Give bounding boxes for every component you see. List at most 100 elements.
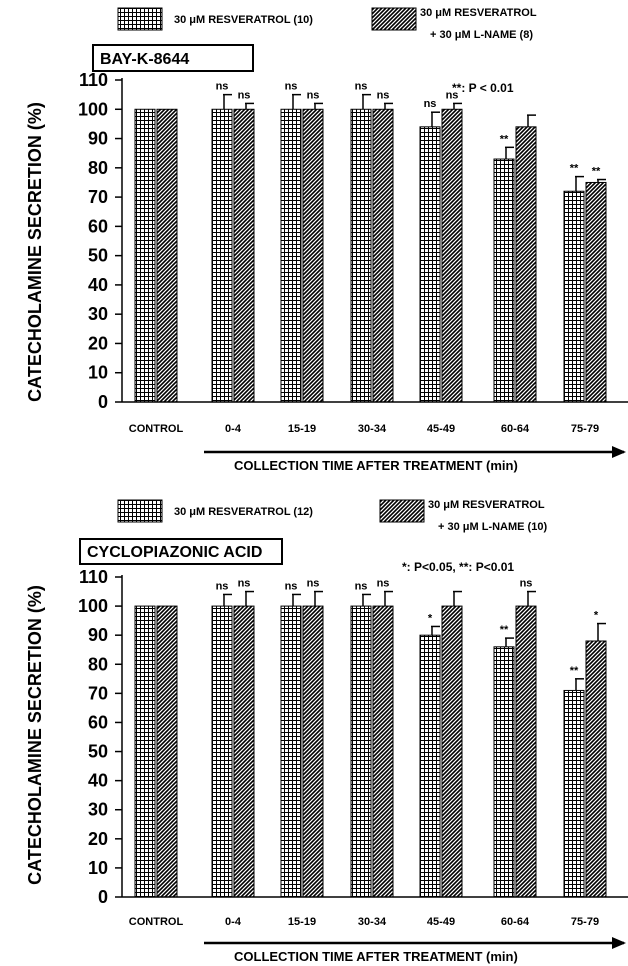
y-tick-label: 0	[98, 392, 108, 412]
significance-mark: **	[592, 166, 601, 178]
significance-mark: ns	[424, 98, 437, 110]
y-tick-label: 10	[88, 858, 108, 878]
significance-mark: ns	[355, 81, 368, 93]
significance-mark: ns	[285, 580, 298, 592]
x-tick-label: 30-34	[358, 916, 387, 928]
y-tick-label: 10	[88, 363, 108, 383]
bar-s1-5	[493, 158, 515, 403]
y-tick-label: 60	[88, 712, 108, 732]
y-tick-label: 30	[88, 800, 108, 820]
y-tick-label: 110	[79, 70, 108, 90]
significance-mark: *	[594, 610, 599, 622]
bar-s2-0	[156, 605, 178, 898]
panel-title-box	[92, 44, 254, 72]
bar-s1-4	[419, 634, 441, 898]
legend-swatch-1	[117, 7, 163, 31]
chart-panel-2: 30 μM RESVERATROL (12) 30 μM RESVERATROL +…	[25, 499, 628, 964]
bar-s2-1	[233, 108, 255, 403]
significance-mark: ns	[355, 580, 368, 592]
y-tick-label: 100	[78, 99, 108, 119]
chart-panel-1: 30 μM RESVERATROL (10) 30 μM RESVERATROL +…	[25, 7, 628, 473]
legend-label-1: 30 μM RESVERATROL (12)	[174, 506, 313, 518]
bar-s1-0	[134, 108, 156, 403]
legend-swatch-1	[117, 499, 163, 523]
legend-label-2: 30 μM RESVERATROL	[420, 7, 537, 19]
y-tick-label: 40	[88, 771, 108, 791]
y-tick-label: 70	[88, 187, 108, 207]
bar-s1-2	[280, 605, 302, 898]
legend-swatch-2	[379, 499, 425, 523]
x-axis-label: COLLECTION TIME AFTER TREATMENT (min)	[234, 458, 518, 473]
bar-s2-2	[302, 108, 324, 403]
bar-s1-1	[211, 108, 233, 403]
bar-s1-6	[563, 689, 585, 898]
legend-label-1: 30 μM RESVERATROL (10)	[174, 14, 313, 26]
y-tick-label: 90	[88, 129, 108, 149]
significance-mark: **	[500, 133, 509, 145]
x-tick-label: 60-64	[501, 423, 530, 435]
significance-mark: ns	[307, 89, 320, 101]
bar-s2-4	[441, 108, 463, 403]
x-tick-label: CONTROL	[129, 916, 184, 928]
panel-title: CYCLOPIAZONIC ACID	[87, 544, 262, 561]
bar-s1-0	[134, 605, 156, 898]
significance-mark: ns	[238, 578, 251, 590]
x-tick-label: 75-79	[571, 916, 599, 928]
legend-label-2: 30 μM RESVERATROL	[428, 499, 545, 511]
significance-note: *: P<0.05, **: P<0.01	[402, 560, 514, 574]
significance-mark: ns	[216, 580, 229, 592]
panel-title: BAY-K-8644	[100, 51, 189, 68]
y-axis-label: CATECHOLAMINE SECRETION (%)	[25, 102, 45, 402]
significance-mark: **	[570, 665, 579, 677]
panel-title-box	[79, 538, 283, 565]
y-axis-label: CATECHOLAMINE SECRETION (%)	[25, 585, 45, 885]
x-tick-label: 30-34	[358, 423, 387, 435]
significance-mark: ns	[307, 578, 320, 590]
bar-s2-3	[372, 605, 394, 898]
y-tick-label: 20	[88, 829, 108, 849]
x-tick-label: 0-4	[225, 423, 242, 435]
x-tick-label: CONTROL	[129, 423, 184, 435]
y-tick-label: 20	[88, 333, 108, 353]
legend-label-2: + 30 μM L-NAME (10)	[438, 521, 547, 533]
y-tick-label: 50	[88, 742, 108, 762]
significance-note: **: P < 0.01	[452, 81, 514, 95]
y-tick-label: 60	[88, 216, 108, 236]
y-tick-label: 0	[98, 887, 108, 907]
y-tick-label: 80	[88, 158, 108, 178]
significance-mark: ns	[377, 89, 390, 101]
bar-s2-6	[585, 181, 607, 403]
bar-s1-3	[350, 605, 372, 898]
x-tick-label: 15-19	[288, 423, 316, 435]
x-tick-label: 75-79	[571, 423, 599, 435]
significance-mark: ns	[377, 578, 390, 590]
y-tick-label: 90	[88, 625, 108, 645]
bar-s2-3	[372, 108, 394, 403]
bar-s1-5	[493, 646, 515, 898]
x-tick-label: 15-19	[288, 916, 316, 928]
significance-mark: ns	[238, 89, 251, 101]
bar-s1-4	[419, 126, 441, 403]
y-tick-label: 70	[88, 683, 108, 703]
y-tick-label: 50	[88, 246, 108, 266]
significance-mark: ns	[520, 578, 533, 590]
bar-s1-2	[280, 108, 302, 403]
bar-s2-5	[515, 605, 537, 898]
significance-mark: *	[428, 612, 433, 624]
y-tick-label: 80	[88, 654, 108, 674]
legend-swatch-2	[371, 7, 417, 31]
x-tick-label: 0-4	[225, 916, 242, 928]
bar-s1-1	[211, 605, 233, 898]
y-tick-label: 110	[79, 567, 108, 587]
bar-s1-3	[350, 108, 372, 403]
x-tick-label: 45-49	[427, 423, 455, 435]
bar-s2-6	[585, 640, 607, 898]
bar-s1-6	[563, 190, 585, 403]
significance-mark: **	[570, 163, 579, 175]
significance-mark: ns	[446, 89, 459, 101]
legend-label-2: + 30 μM L-NAME (8)	[430, 29, 533, 41]
x-axis-label: COLLECTION TIME AFTER TREATMENT (min)	[234, 949, 518, 964]
bar-s2-4	[441, 605, 463, 898]
significance-mark: **	[500, 624, 509, 636]
